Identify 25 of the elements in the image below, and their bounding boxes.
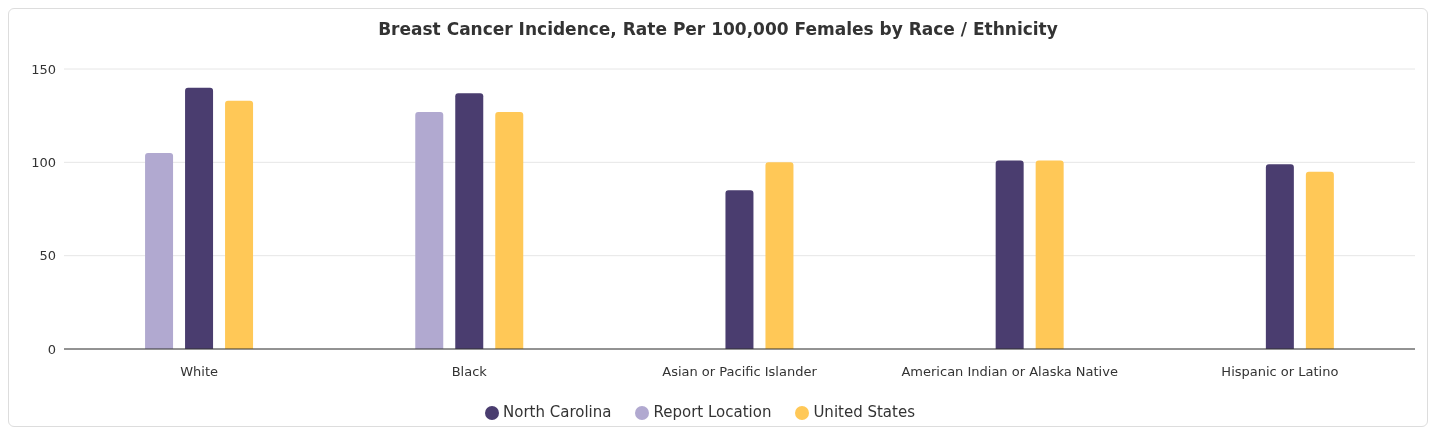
y-tick-label: 100 <box>31 154 56 170</box>
y-tick-label: 0 <box>47 341 56 357</box>
bar <box>495 111 524 349</box>
legend-label: Report Location <box>653 403 772 421</box>
x-tick-label: Hispanic or Latino <box>1221 364 1339 380</box>
bar <box>1305 171 1334 349</box>
bar <box>765 162 794 349</box>
y-tick-label: 150 <box>31 61 56 77</box>
bar <box>225 100 254 349</box>
chart-title: Breast Cancer Incidence, Rate Per 100,000 Females by Race / Ethnicity <box>377 19 1059 41</box>
bar <box>1035 160 1064 349</box>
bar <box>455 93 484 349</box>
bar <box>145 153 174 349</box>
x-tick-label: American Indian or Alaska Native <box>901 364 1118 380</box>
bar <box>415 111 444 349</box>
legend-label: United States <box>813 403 915 421</box>
legend-label: North Carolina <box>503 403 612 421</box>
bar <box>995 160 1024 349</box>
y-tick-label: 50 <box>39 248 56 264</box>
bar <box>725 190 754 349</box>
x-tick-label: Black <box>451 364 488 380</box>
x-tick-label: White <box>180 364 219 380</box>
bar <box>1265 164 1294 349</box>
x-tick-label: Asian or Pacific Islander <box>662 364 818 380</box>
bar <box>185 87 214 349</box>
